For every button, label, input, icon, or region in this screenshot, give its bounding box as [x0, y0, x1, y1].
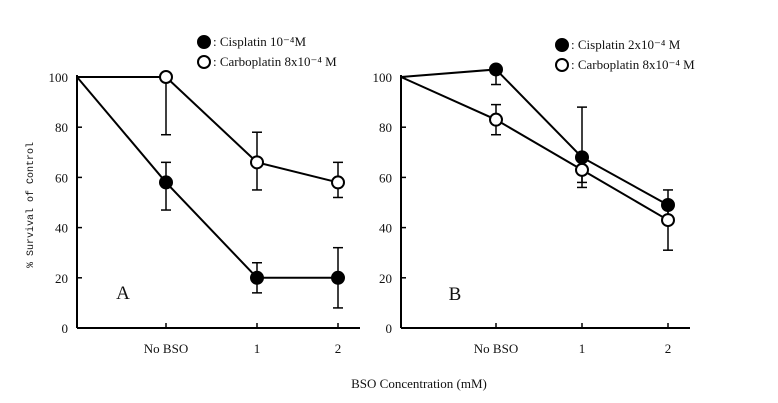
x-tick-label: 2: [335, 341, 342, 356]
legend-marker-cisplatin: [197, 35, 211, 49]
y-tick-label: 20: [55, 271, 68, 286]
y-tick-label: 80: [55, 120, 68, 135]
data-point-carboplatin: [331, 175, 345, 190]
data-point-carboplatin: [250, 155, 264, 170]
panel-label: A: [116, 283, 130, 304]
data-point-cisplatin: [489, 62, 503, 77]
panel-label: B: [449, 284, 462, 305]
data-point-carboplatin: [159, 70, 173, 84]
data-point-carboplatin: [489, 112, 503, 127]
legend-marker-carboplatin: [555, 58, 569, 72]
y-tick-label: 80: [379, 120, 392, 135]
y-tick-label: 100: [373, 70, 393, 85]
y-tick-label: 0: [62, 321, 69, 336]
data-point-cisplatin: [159, 175, 173, 190]
series-line-cisplatin: [76, 76, 338, 279]
legend-marker-carboplatin: [197, 55, 211, 69]
panel-b: 0 20 40 60 80 100 No BSO 1 2 : Cisplatin 2x10⁻⁴ M…: [373, 37, 696, 356]
y-tick-label: 40: [55, 221, 68, 236]
legend-label-carboplatin: : Carboplatin 8x10⁻⁴ M: [571, 57, 695, 72]
series-line-carboplatin: [77, 76, 339, 184]
data-point-carboplatin: [575, 162, 589, 177]
y-tick-label: 60: [55, 170, 68, 185]
y-tick-label: 60: [379, 170, 392, 185]
x-tick-label: 1: [579, 341, 586, 356]
x-axis-label: BSO Concentration (mM): [351, 376, 487, 391]
legend-label-carboplatin: : Carboplatin 8x10⁻⁴ M: [213, 54, 337, 69]
series-line-cisplatin: [400, 68, 669, 206]
data-point-cisplatin: [331, 270, 345, 285]
legend-label-cisplatin: : Cisplatin 10⁻⁴M: [213, 34, 306, 49]
x-tick-label: 1: [254, 341, 261, 356]
legend-label-cisplatin: : Cisplatin 2x10⁻⁴ M: [571, 37, 681, 52]
x-tick-label: No BSO: [144, 341, 188, 356]
data-point-carboplatin: [661, 213, 675, 228]
y-axis-label: % Survival of Control: [25, 142, 37, 268]
legend-marker-cisplatin: [555, 38, 569, 52]
data-point-cisplatin: [250, 270, 264, 285]
panel-a: 0 20 40 60 80 100 No BSO 1 2 : Cisplatin 10⁻⁴M : C…: [49, 34, 360, 356]
x-tick-label: No BSO: [474, 341, 518, 356]
x-tick-label: 2: [665, 341, 672, 356]
y-tick-label: 20: [379, 271, 392, 286]
y-tick-label: 40: [379, 221, 392, 236]
series-line-carboplatin: [400, 76, 669, 221]
y-tick-label: 0: [386, 321, 393, 336]
y-tick-label: 100: [49, 70, 69, 85]
